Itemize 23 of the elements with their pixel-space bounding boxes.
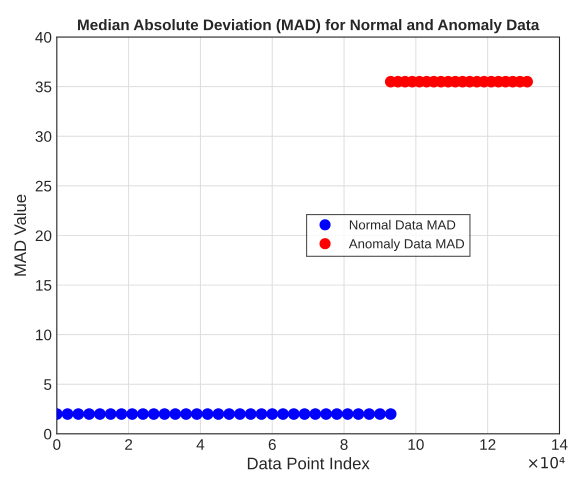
x-tick-label: 10 (408, 439, 424, 450)
x-tick-label: 12 (480, 439, 496, 450)
y-tick-label: 5 (44, 379, 52, 390)
y-tick-label: 40 (35, 32, 52, 43)
y-tick-label: 20 (36, 230, 52, 242)
text: ×10⁴ (528, 456, 565, 468)
x-tick-label: 4 (196, 439, 204, 450)
y-axis-title: MAD Value (14, 194, 26, 276)
legend-label: Anomaly Data MAD (348, 238, 464, 252)
x-tick-label: 2 (125, 439, 132, 450)
x-axis-title: Data Point Index (248, 457, 370, 470)
y-tick-label: 25 (36, 180, 52, 192)
x-tick-label: 6 (268, 439, 276, 450)
y-tick-label: 10 (36, 330, 52, 340)
y-tick-label: 15 (36, 280, 52, 291)
y-tick-label: 30 (36, 131, 52, 142)
legend-label: Normal Data MAD (350, 220, 456, 230)
x-tick-label: 14 (552, 439, 568, 450)
x-tick-label: 8 (340, 439, 348, 450)
y-tick-label: 0 (44, 428, 52, 440)
y-tick-label: 35 (36, 82, 52, 92)
chart-title: Median Absolute Deviation (MAD) for Normal and Anomaly Data (78, 19, 540, 34)
x-tick-label: 0 (53, 439, 60, 450)
